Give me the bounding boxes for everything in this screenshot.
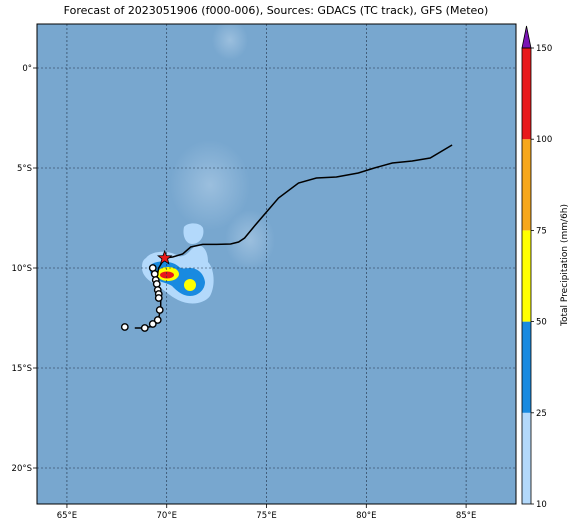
colorbar-segment [522, 48, 531, 139]
y-tick-label: 5°S [17, 164, 32, 174]
colorbar-tick-label: 100 [536, 135, 552, 145]
colorbar-tick-label: 50 [536, 318, 547, 328]
x-tick-label: 85°E [456, 511, 476, 521]
colorbar: 10 25 50 75 100 150 Total Precipitation (mm/6… [522, 26, 570, 510]
ocean-background [37, 24, 516, 504]
forecast-point [150, 321, 156, 327]
x-axis-ticks: 65°E 70°E 75°E 80°E 85°E [57, 504, 477, 521]
forecast-point [122, 324, 128, 330]
x-tick-label: 65°E [57, 511, 77, 521]
colorbar-segment [522, 139, 531, 230]
colorbar-extend-triangle [522, 26, 531, 48]
y-tick-label: 20°S [12, 464, 32, 474]
colorbar-segment [522, 322, 531, 413]
x-tick-label: 80°E [356, 511, 376, 521]
y-tick-label: 15°S [12, 364, 32, 374]
precip-50-75-east [184, 279, 196, 291]
y-axis-ticks: 0° 5°S 10°S 15°S 20°S [12, 64, 37, 474]
forecast-point [142, 325, 148, 331]
y-tick-label: 10°S [12, 264, 32, 274]
forecast-point [157, 307, 163, 313]
colorbar-tick-label: 75 [536, 226, 547, 236]
colorbar-segment [522, 413, 531, 504]
forecast-point [156, 295, 162, 301]
x-tick-label: 70°E [157, 511, 177, 521]
colorbar-segment [522, 230, 531, 321]
colorbar-label: Total Precipitation (mm/6h) [560, 204, 570, 327]
colorbar-tick-label: 150 [536, 44, 552, 54]
colorbar-tick-label: 25 [536, 409, 547, 419]
colorbar-tick-label: 10 [536, 500, 547, 510]
x-tick-label: 75°E [256, 511, 276, 521]
y-tick-label: 0° [22, 64, 32, 74]
